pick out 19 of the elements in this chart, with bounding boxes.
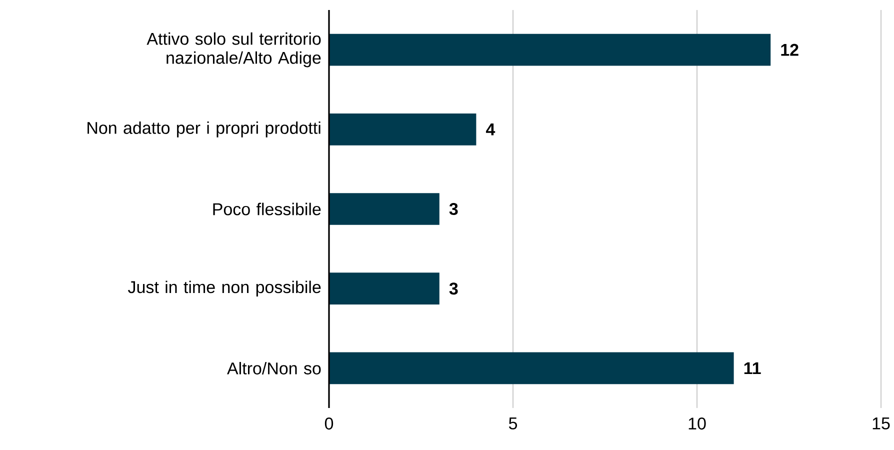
x-tick-label: 0 [324, 418, 334, 430]
x-tick-label: 15 [872, 418, 890, 430]
y-tick-label: Non adatto per i propri prodotti [88, 121, 320, 138]
x-tick-label: 5 [508, 418, 518, 430]
y-tick-label: Poco flessibile [213, 202, 321, 216]
y-tick-label: Altro/Non so [227, 362, 321, 374]
bar [329, 272, 440, 305]
bar [329, 352, 734, 384]
bar [329, 34, 771, 66]
data-label: 4 [486, 124, 496, 136]
y-tick-label: Just in time non possibile [128, 280, 321, 297]
data-label: 3 [449, 282, 458, 295]
data-label: 11 [744, 362, 761, 374]
bar [329, 193, 440, 225]
x-tick-label: 10 [688, 418, 706, 430]
y-tick-label: Attivo solo sul territorio nazionale/Alto Adige [146, 32, 321, 68]
data-label: 12 [781, 44, 798, 56]
bar [329, 113, 476, 146]
data-label: 3 [449, 202, 458, 216]
